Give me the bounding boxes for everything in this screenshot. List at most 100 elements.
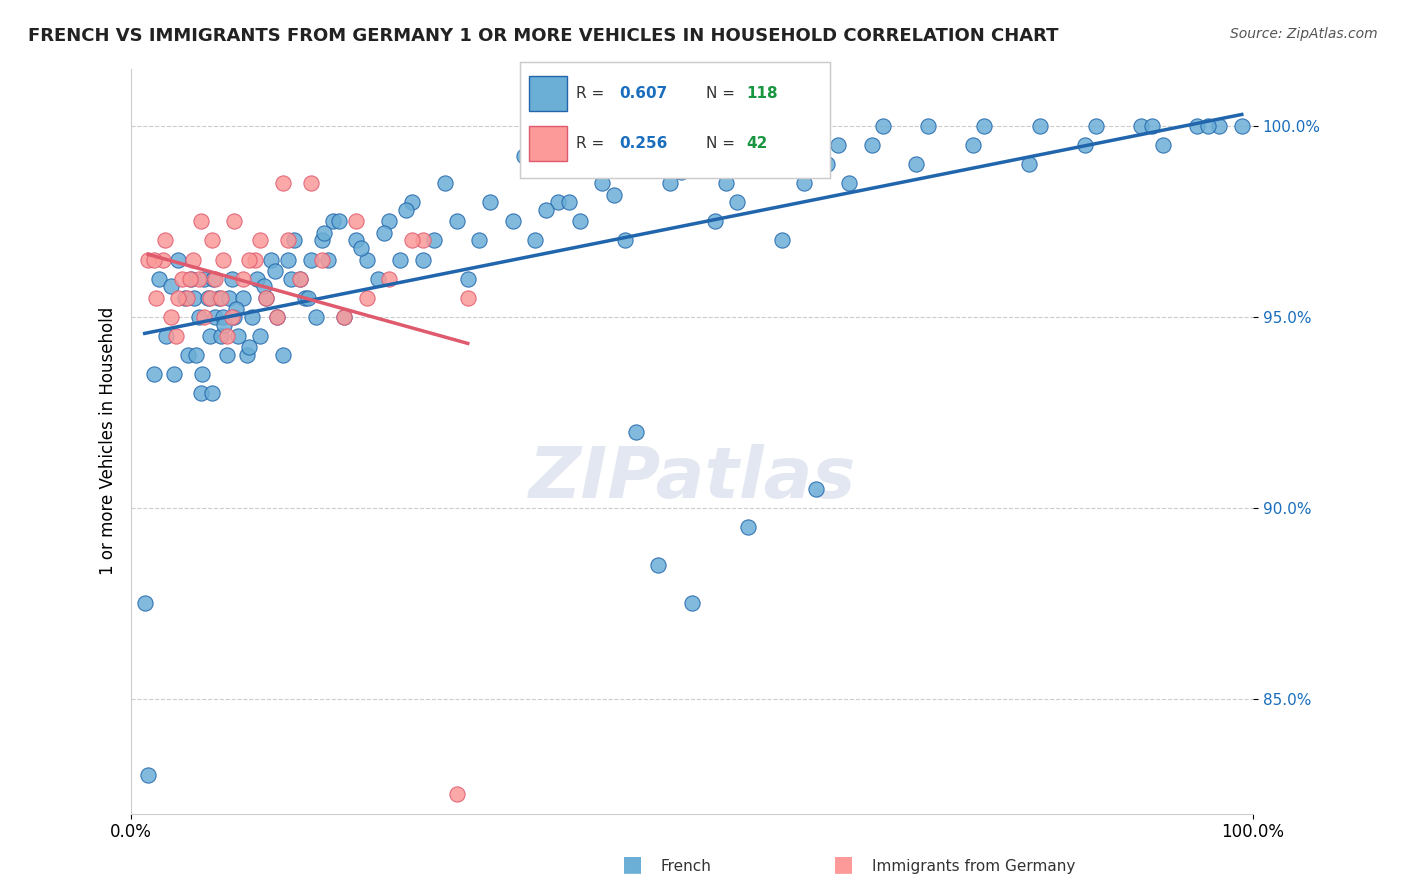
Point bbox=[973, 119, 995, 133]
Text: N =: N = bbox=[706, 87, 740, 102]
Point bbox=[159, 310, 181, 324]
Point bbox=[389, 252, 412, 267]
Point bbox=[224, 214, 246, 228]
Point bbox=[759, 149, 782, 163]
Point bbox=[1185, 119, 1208, 133]
Point bbox=[468, 234, 491, 248]
Point bbox=[142, 252, 165, 267]
Point bbox=[524, 234, 547, 248]
Point bbox=[201, 234, 224, 248]
Point bbox=[277, 234, 299, 248]
Point bbox=[170, 271, 193, 285]
Point bbox=[190, 386, 212, 401]
Point bbox=[145, 291, 167, 305]
Point bbox=[236, 348, 259, 362]
Point bbox=[165, 329, 187, 343]
Point bbox=[827, 137, 849, 152]
Point bbox=[243, 252, 266, 267]
Point bbox=[378, 214, 401, 228]
Point bbox=[299, 176, 322, 190]
Point bbox=[225, 302, 247, 317]
Point bbox=[423, 234, 446, 248]
Point bbox=[183, 291, 205, 305]
Point bbox=[167, 252, 190, 267]
Point bbox=[804, 482, 827, 496]
Point bbox=[333, 310, 356, 324]
Point bbox=[221, 310, 243, 324]
Point bbox=[191, 367, 214, 381]
Point bbox=[557, 195, 579, 210]
Point bbox=[872, 119, 894, 133]
Point bbox=[1129, 119, 1152, 133]
Point bbox=[1084, 119, 1107, 133]
Y-axis label: 1 or more Vehicles in Household: 1 or more Vehicles in Household bbox=[100, 307, 117, 575]
Point bbox=[322, 214, 344, 228]
Text: 0.607: 0.607 bbox=[619, 87, 668, 102]
Point bbox=[288, 271, 311, 285]
Point bbox=[142, 367, 165, 381]
Point bbox=[187, 271, 209, 285]
Point bbox=[624, 425, 647, 439]
Text: FRENCH VS IMMIGRANTS FROM GERMANY 1 OR MORE VEHICLES IN HOUSEHOLD CORRELATION CH: FRENCH VS IMMIGRANTS FROM GERMANY 1 OR M… bbox=[28, 27, 1059, 45]
Point bbox=[770, 234, 793, 248]
Point bbox=[204, 271, 226, 285]
Point bbox=[412, 234, 434, 248]
Point bbox=[204, 310, 226, 324]
Point bbox=[502, 214, 524, 228]
Point bbox=[221, 271, 243, 285]
Point bbox=[215, 329, 238, 343]
Point bbox=[226, 329, 249, 343]
Point bbox=[208, 291, 231, 305]
Point bbox=[193, 271, 215, 285]
Text: N =: N = bbox=[706, 136, 740, 151]
Point bbox=[748, 157, 770, 171]
Point bbox=[703, 214, 725, 228]
Point bbox=[198, 291, 221, 305]
Point bbox=[218, 291, 240, 305]
Point bbox=[1197, 119, 1219, 133]
Point bbox=[190, 214, 212, 228]
Point bbox=[547, 195, 569, 210]
Point bbox=[613, 234, 636, 248]
Point bbox=[180, 271, 202, 285]
Point bbox=[163, 367, 186, 381]
Point bbox=[186, 348, 208, 362]
Point bbox=[187, 310, 209, 324]
Point bbox=[197, 291, 219, 305]
Point bbox=[815, 157, 838, 171]
Point bbox=[479, 195, 502, 210]
Point bbox=[311, 234, 333, 248]
Point bbox=[201, 386, 224, 401]
Point bbox=[155, 329, 177, 343]
Point bbox=[1029, 119, 1052, 133]
Point bbox=[737, 520, 759, 534]
Point bbox=[198, 329, 221, 343]
Text: R =: R = bbox=[576, 136, 609, 151]
Point bbox=[636, 157, 658, 171]
Point bbox=[316, 252, 339, 267]
Point bbox=[1230, 119, 1253, 133]
Point bbox=[136, 252, 159, 267]
Point bbox=[249, 329, 271, 343]
Point bbox=[457, 271, 479, 285]
Point bbox=[568, 214, 591, 228]
Point bbox=[260, 252, 283, 267]
Point bbox=[254, 291, 277, 305]
Point bbox=[224, 310, 246, 324]
Point bbox=[591, 176, 613, 190]
Point bbox=[350, 241, 373, 255]
Point bbox=[232, 271, 254, 285]
Text: ZIPatlas: ZIPatlas bbox=[529, 444, 856, 513]
Point bbox=[238, 252, 260, 267]
Point bbox=[263, 264, 285, 278]
Point bbox=[669, 164, 692, 178]
Point bbox=[266, 310, 288, 324]
Point bbox=[328, 214, 350, 228]
Text: French: French bbox=[661, 859, 711, 874]
Point bbox=[602, 187, 624, 202]
Point bbox=[658, 176, 681, 190]
Point bbox=[212, 310, 235, 324]
Point bbox=[311, 252, 333, 267]
Point bbox=[271, 176, 294, 190]
Point bbox=[249, 234, 271, 248]
